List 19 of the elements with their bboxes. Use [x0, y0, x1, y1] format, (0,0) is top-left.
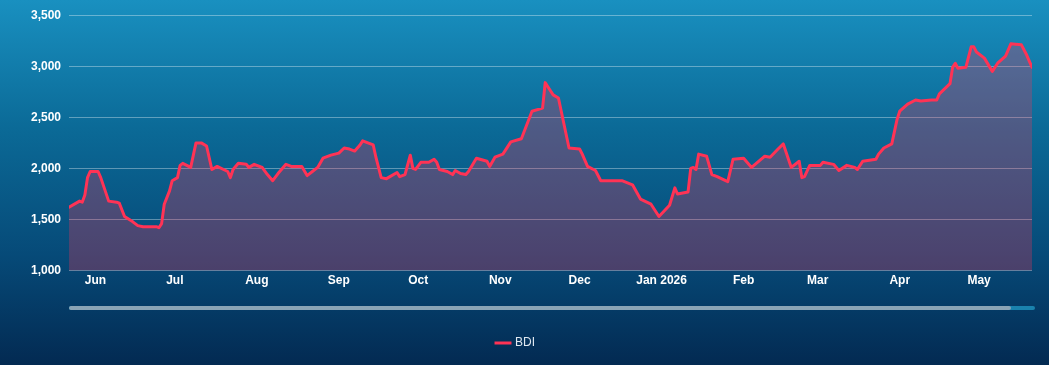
x-tick-label: Jan 2026	[636, 273, 688, 288]
y-tick-label: 3,500	[30, 7, 62, 22]
x-tick-label: Nov	[488, 273, 512, 288]
x-tick-label: Apr	[889, 273, 911, 288]
legend-label: BDI	[515, 335, 536, 350]
y-tick-label: 2,000	[30, 160, 62, 175]
x-tick-label: Oct	[408, 273, 429, 288]
y-tick-label: 2,500	[30, 109, 62, 124]
y-tick-label: 1,500	[30, 211, 62, 226]
x-tick-label: Jun	[84, 273, 107, 288]
x-tick-label: Feb	[732, 273, 755, 288]
x-tick-label: Mar	[807, 273, 829, 288]
x-tick-label: Aug	[245, 273, 269, 288]
y-tick-label: 3,000	[30, 58, 62, 73]
y-tick-label: 1,000	[30, 262, 62, 277]
x-tick-label: May	[967, 273, 992, 288]
x-tick-label: Jul	[166, 273, 184, 288]
x-tick-label: Dec	[568, 273, 591, 288]
x-tick-label: Sep	[327, 273, 350, 288]
